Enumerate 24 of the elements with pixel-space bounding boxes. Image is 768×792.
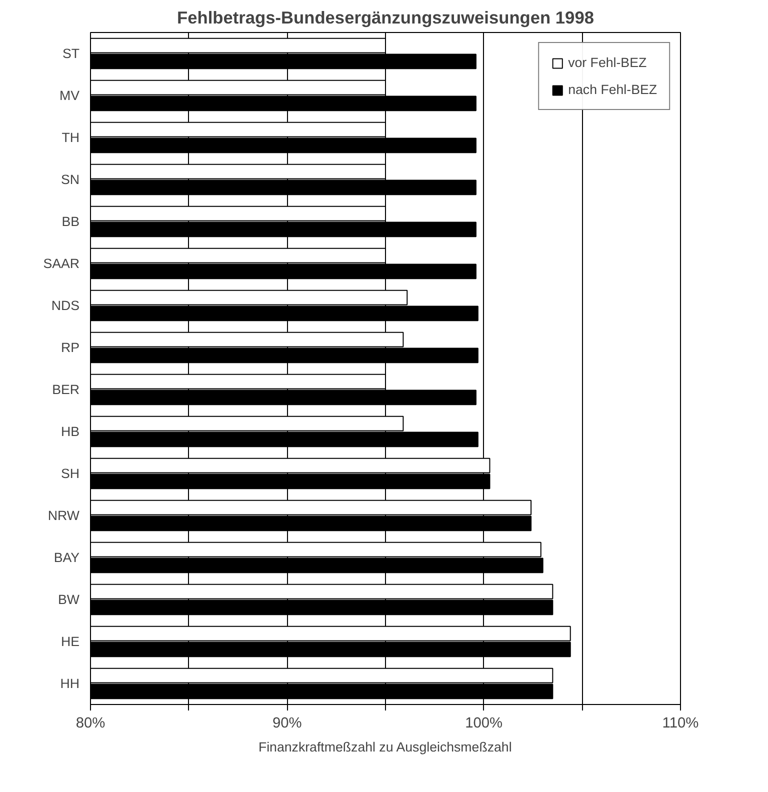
y-tick-label: HE: [60, 634, 80, 649]
y-tick-label: BER: [52, 382, 80, 397]
x-axis-title: Finanzkraftmeßzahl zu Ausgleichsmeßzahl: [258, 740, 512, 754]
x-tick-label: 90%: [272, 716, 302, 732]
y-tick-label: ST: [62, 46, 80, 61]
y-tick-label: BAY: [54, 550, 80, 565]
y-tick-label: HB: [60, 424, 80, 439]
y-tick-label: SH: [60, 466, 80, 481]
y-tick-label: SAAR: [43, 256, 80, 271]
y-tick-label: BB: [62, 214, 80, 229]
y-tick-label: MV: [60, 88, 80, 103]
x-tick-label: 80%: [76, 716, 106, 732]
chart-title: Fehlbetrags-Bundesergänzungszuweisungen 1998: [177, 8, 594, 28]
y-tick-label: HH: [60, 676, 80, 691]
legend-label: vor Fehl-BEZ: [568, 55, 647, 70]
y-tick-label: NRW: [48, 508, 80, 523]
y-tick-label: RP: [60, 340, 80, 355]
y-tick-label: TH: [62, 130, 80, 145]
x-tick-label: 100%: [465, 716, 503, 732]
legend-label: nach Fehl-BEZ: [568, 82, 657, 97]
y-tick-label: NDS: [51, 298, 80, 313]
x-tick-label: 110%: [662, 716, 699, 732]
y-tick-label: BW: [58, 592, 80, 607]
y-tick-label: SN: [60, 172, 80, 187]
